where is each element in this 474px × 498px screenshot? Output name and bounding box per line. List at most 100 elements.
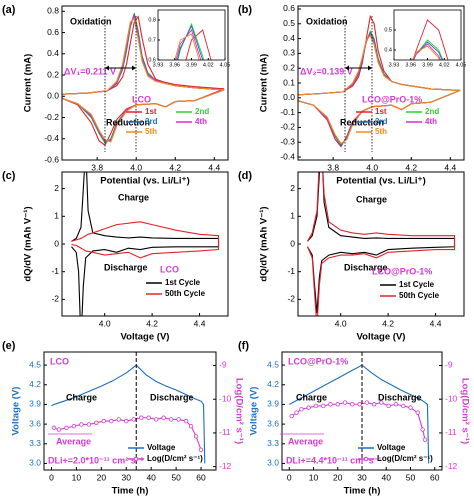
legend-label: Voltage [147,443,176,452]
y-tick-label: -0.2 [280,122,295,132]
marker [86,422,92,427]
legend-label: 1st [145,107,157,116]
marker [183,418,189,424]
inset-x-tick-label: 3.99 [186,62,197,68]
y-axis-label: dQ/dV (mAh V⁻¹) [259,206,270,281]
x-tick-label: 60 [196,472,206,482]
y-tick-label: 4.2 [267,379,279,389]
y-tick-label: 0 [54,238,59,248]
legend-title: LCO [160,264,179,274]
legend-title: LCO@PrO-1% [288,356,348,366]
panel-label: (d) [238,170,252,182]
annotation: DLi+=4.4*10⁻¹¹ cm² s⁻¹ [286,455,382,465]
x-tick-label: 4.2 [146,318,158,328]
x-axis-label: Time (h) [112,486,149,497]
marker [64,425,69,431]
inset-y-tick-label: 0.7 [148,37,156,43]
y-tick-label: 0.3 [283,48,295,58]
legend-title: LCO [50,356,69,366]
y2-tick-label: -12 [219,461,232,471]
marker [94,420,99,425]
x-axis-label: Potential (vs. Li/Li⁺) [100,176,189,187]
legend-label: 50th Cycle [165,289,206,298]
plot-frame [61,5,229,161]
annotation: Discharge [104,262,148,272]
x-tick-label: 0 [49,472,54,482]
y-tick-label: 4.5 [29,359,41,369]
marker [71,423,77,429]
marker [168,417,174,422]
inset-y-tick-label: 0.6 [148,57,156,63]
x-tick-label: 40 [146,472,156,482]
x-tick-label: 4.0 [130,162,142,172]
y-axis-label: Voltage (V) [11,387,22,436]
marker [56,427,62,432]
marker [124,418,129,424]
marker [299,407,304,412]
x-tick-label: 4.4 [430,318,442,328]
x-tick-label: 20 [97,472,107,482]
marker [321,403,326,409]
x-axis-label: Time (h) [344,486,381,497]
x-tick-label: 20 [333,472,343,482]
x-tick-label: 30 [122,472,132,482]
y-tick-label: -2 [51,294,59,304]
legend-marker [133,456,139,462]
y-tick-label: 3.0 [29,458,41,468]
marker [408,405,413,410]
x-tick-label: 4.0 [366,162,378,172]
marker [161,415,166,420]
y-tick-label: 0.5 [283,18,295,28]
x-tick-label: 3.8 [91,162,103,172]
y2-tick-label: -11 [445,427,457,437]
inset-y-tick-label: 0.5 [384,27,392,33]
y2-tick-label: -9 [445,360,453,370]
inset-x-tick-label: 3.99 [422,62,433,68]
plot-frame [43,351,217,471]
inset-x-tick-label: 4.02 [439,62,450,68]
marker [422,437,428,442]
x-tick-label: 4.4 [194,318,206,328]
inset-x-tick-label: 4.02 [203,62,214,68]
x-tick-label: 50 [406,472,416,482]
annotation: ΔV₁=0.211 V [64,66,116,76]
y-axis-label: Current (mA) [23,54,34,113]
y2-axis-label: Log(D/cm² s⁻¹) [233,378,244,444]
y-tick-label: 3.6 [267,418,279,428]
marker [139,415,144,420]
marker [109,418,114,424]
legend-label: 1st Cycle [399,280,435,289]
x-tick-label: 10 [72,472,82,482]
inset-x-tick-label: 4.05 [220,62,231,68]
annotation: Charge [296,392,327,402]
x-tick-label: 4.0 [99,318,111,328]
panel-label: (c) [2,170,16,182]
panel-label: (b) [238,4,252,16]
panel-label: (e) [2,340,16,352]
legend-label: 1st [375,107,387,116]
annotation: Charge [118,192,149,202]
legend-label: 5th [145,127,157,136]
marker [371,402,377,407]
y-tick-label: -1 [51,266,59,276]
series-line [51,364,206,464]
y-tick-label: 0.2 [283,62,295,72]
annotation: DLi+=2.0*10⁻¹¹ cm² s⁻¹ [48,455,144,465]
inset-x-tick-label: 3.96 [169,62,180,68]
y-tick-label: 0.6 [47,27,59,37]
y2-tick-label: -10 [219,393,232,403]
y-tick-label: -0.3 [280,136,295,146]
y-tick-label: 3.0 [267,458,279,468]
series-line [306,172,456,316]
y-tick-label: -2 [287,294,295,304]
x-axis-label: Voltage (V) [357,332,406,343]
x-tick-label: 4.0 [335,318,347,328]
marker [101,418,107,424]
annotation: Average [288,436,323,446]
marker [188,423,194,429]
y2-tick-label: -9 [219,360,227,370]
inset-x-tick-label: 3.93 [389,62,400,68]
x-tick-label: 3.8 [327,162,339,172]
legend-label: Voltage [377,443,406,452]
